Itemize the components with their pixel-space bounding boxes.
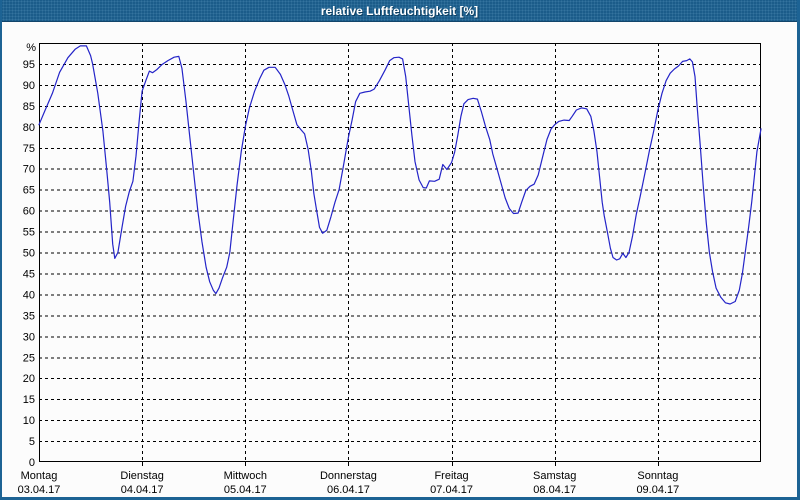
y-tick-label: 95 (23, 59, 35, 71)
y-axis-unit-label: % (26, 42, 36, 54)
y-tick-label: 55 (23, 227, 35, 239)
humidity-curve (38, 45, 762, 305)
chart-area: 0 5 10 15 20 25 30 35 40 45 50 55 60 65 70 75 80 85 90 95% M… (2, 22, 797, 497)
y-tick-label: 50 (23, 248, 35, 260)
x-date-label: 07.04.17 (430, 484, 473, 496)
plot-frame (39, 43, 761, 462)
y-tick-label: 15 (23, 394, 35, 406)
x-date-label: 04.04.17 (121, 484, 164, 496)
y-tick-label: 30 (23, 331, 35, 343)
y-tick-label: 0 (29, 457, 35, 469)
x-day-label: Donnerstag (320, 470, 377, 482)
y-tick-label: 25 (23, 352, 35, 364)
y-tick-label: 75 (23, 143, 35, 155)
x-day-label: Sonntag (637, 470, 678, 482)
x-day-label: Montag (21, 470, 58, 482)
x-date-label: 09.04.17 (636, 484, 679, 496)
y-tick-label: 35 (23, 310, 35, 322)
x-day-label: Dienstag (120, 470, 163, 482)
x-day-label: Samstag (533, 470, 576, 482)
y-tick-label: 60 (23, 206, 35, 218)
x-day-label: Freitag (434, 470, 468, 482)
y-tick-label: 65 (23, 185, 35, 197)
x-date-label: 05.04.17 (224, 484, 267, 496)
y-tick-label: 80 (23, 122, 35, 134)
x-day-label: Mittwoch (224, 470, 267, 482)
y-tick-label: 20 (23, 373, 35, 385)
y-tick-label: 85 (23, 101, 35, 113)
y-tick-label: 10 (23, 415, 35, 427)
window-title: relative Luftfeuchtigkeit [%] (320, 3, 479, 18)
y-tick-label: 70 (23, 164, 35, 176)
y-tick-label: 90 (23, 80, 35, 92)
x-date-label: 03.04.17 (18, 484, 61, 496)
window-title-bar[interactable]: relative Luftfeuchtigkeit [%] (2, 0, 797, 22)
y-tick-label: 45 (23, 268, 35, 280)
x-date-label: 06.04.17 (327, 484, 370, 496)
humidity-chart: 0 5 10 15 20 25 30 35 40 45 50 55 60 65 70 75 80 85 90 95% M… (18, 42, 762, 496)
x-date-label: 08.04.17 (533, 484, 576, 496)
y-tick-label: 5 (29, 436, 35, 448)
y-tick-label: 40 (23, 289, 35, 301)
